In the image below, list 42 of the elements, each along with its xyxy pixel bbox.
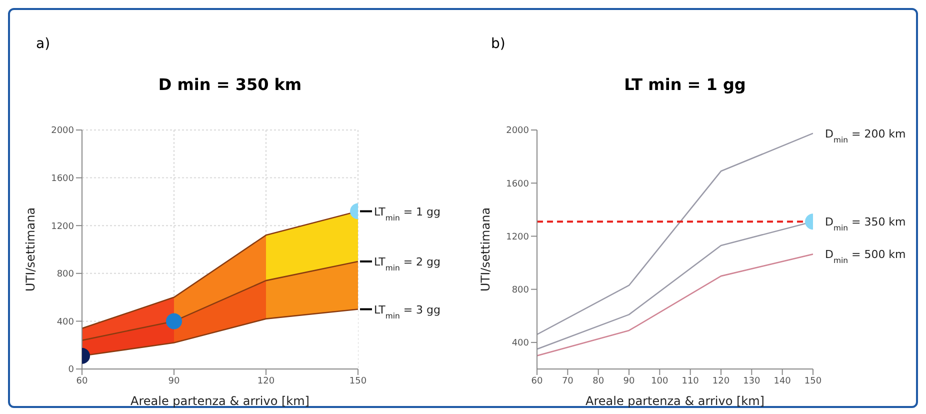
x-tick-label: 90 xyxy=(168,376,180,386)
x-tick-label: 150 xyxy=(804,376,822,386)
x-tick-label: 80 xyxy=(592,376,604,386)
x-tick-label: 70 xyxy=(562,376,574,386)
x-tick-label: 90 xyxy=(623,376,635,386)
y-tick-label: 1600 xyxy=(506,179,530,190)
y-tick-label: 800 xyxy=(512,286,530,296)
x-axis-title: Areale partenza & arrivo [km] xyxy=(586,394,764,408)
line-series xyxy=(537,132,813,336)
y-tick-label: 400 xyxy=(56,317,74,328)
chart-title: LT min = 1 gg xyxy=(623,75,747,94)
y-tick-label: 400 xyxy=(512,338,530,349)
y-tick-label: 1200 xyxy=(506,232,530,242)
x-tick-label: 140 xyxy=(774,376,792,386)
x-tick-label: 120 xyxy=(712,376,730,386)
y-tick-label: 1600 xyxy=(51,174,74,184)
y-tick-label: 0 xyxy=(68,365,74,376)
series-label: D$_{min}$ = 200 km xyxy=(825,127,906,144)
series-label: D$_{min}$ = 350 km xyxy=(825,216,906,232)
y-tick-label: 800 xyxy=(56,270,74,280)
x-tick-label: 60 xyxy=(531,376,543,386)
series-label: LT$_{min}$ = 3 gg xyxy=(374,303,441,320)
x-tick-label: 130 xyxy=(743,376,761,386)
y-tick-label: 2000 xyxy=(506,126,530,136)
text: b) xyxy=(491,36,506,52)
series-label: LT$_{min}$ = 1 gg xyxy=(374,205,441,222)
x-tick-label: 100 xyxy=(651,376,669,386)
y-axis-title: UTI/settimana xyxy=(478,207,492,292)
line-series xyxy=(537,253,813,356)
series-label: D$_{min}$ = 500 km xyxy=(825,248,906,265)
y-axis-title: UTI/settimana xyxy=(23,207,38,292)
series-label: LT$_{min}$ = 2 gg xyxy=(374,255,441,272)
x-tick-label: 120 xyxy=(257,376,275,386)
line-series xyxy=(82,260,358,341)
x-tick-label: 60 xyxy=(76,376,88,386)
y-tick-label: 2000 xyxy=(51,126,74,136)
x-tick-label: 110 xyxy=(682,376,700,386)
x-tick-label: 150 xyxy=(349,376,367,386)
y-tick-label: 1200 xyxy=(51,222,74,232)
chart-title: D min = 350 km xyxy=(157,75,303,94)
x-axis-title: Areale partenza & arrivo [km] xyxy=(130,394,310,408)
text: a) xyxy=(36,36,50,52)
